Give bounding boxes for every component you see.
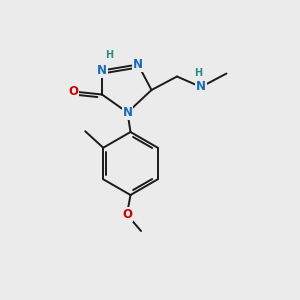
Text: O: O bbox=[68, 85, 79, 98]
Text: O: O bbox=[122, 208, 132, 221]
Text: N: N bbox=[122, 106, 133, 119]
Text: N: N bbox=[196, 80, 206, 94]
Text: N: N bbox=[97, 64, 107, 77]
Text: N: N bbox=[133, 58, 143, 71]
Text: H: H bbox=[194, 68, 202, 78]
Text: H: H bbox=[105, 50, 114, 60]
